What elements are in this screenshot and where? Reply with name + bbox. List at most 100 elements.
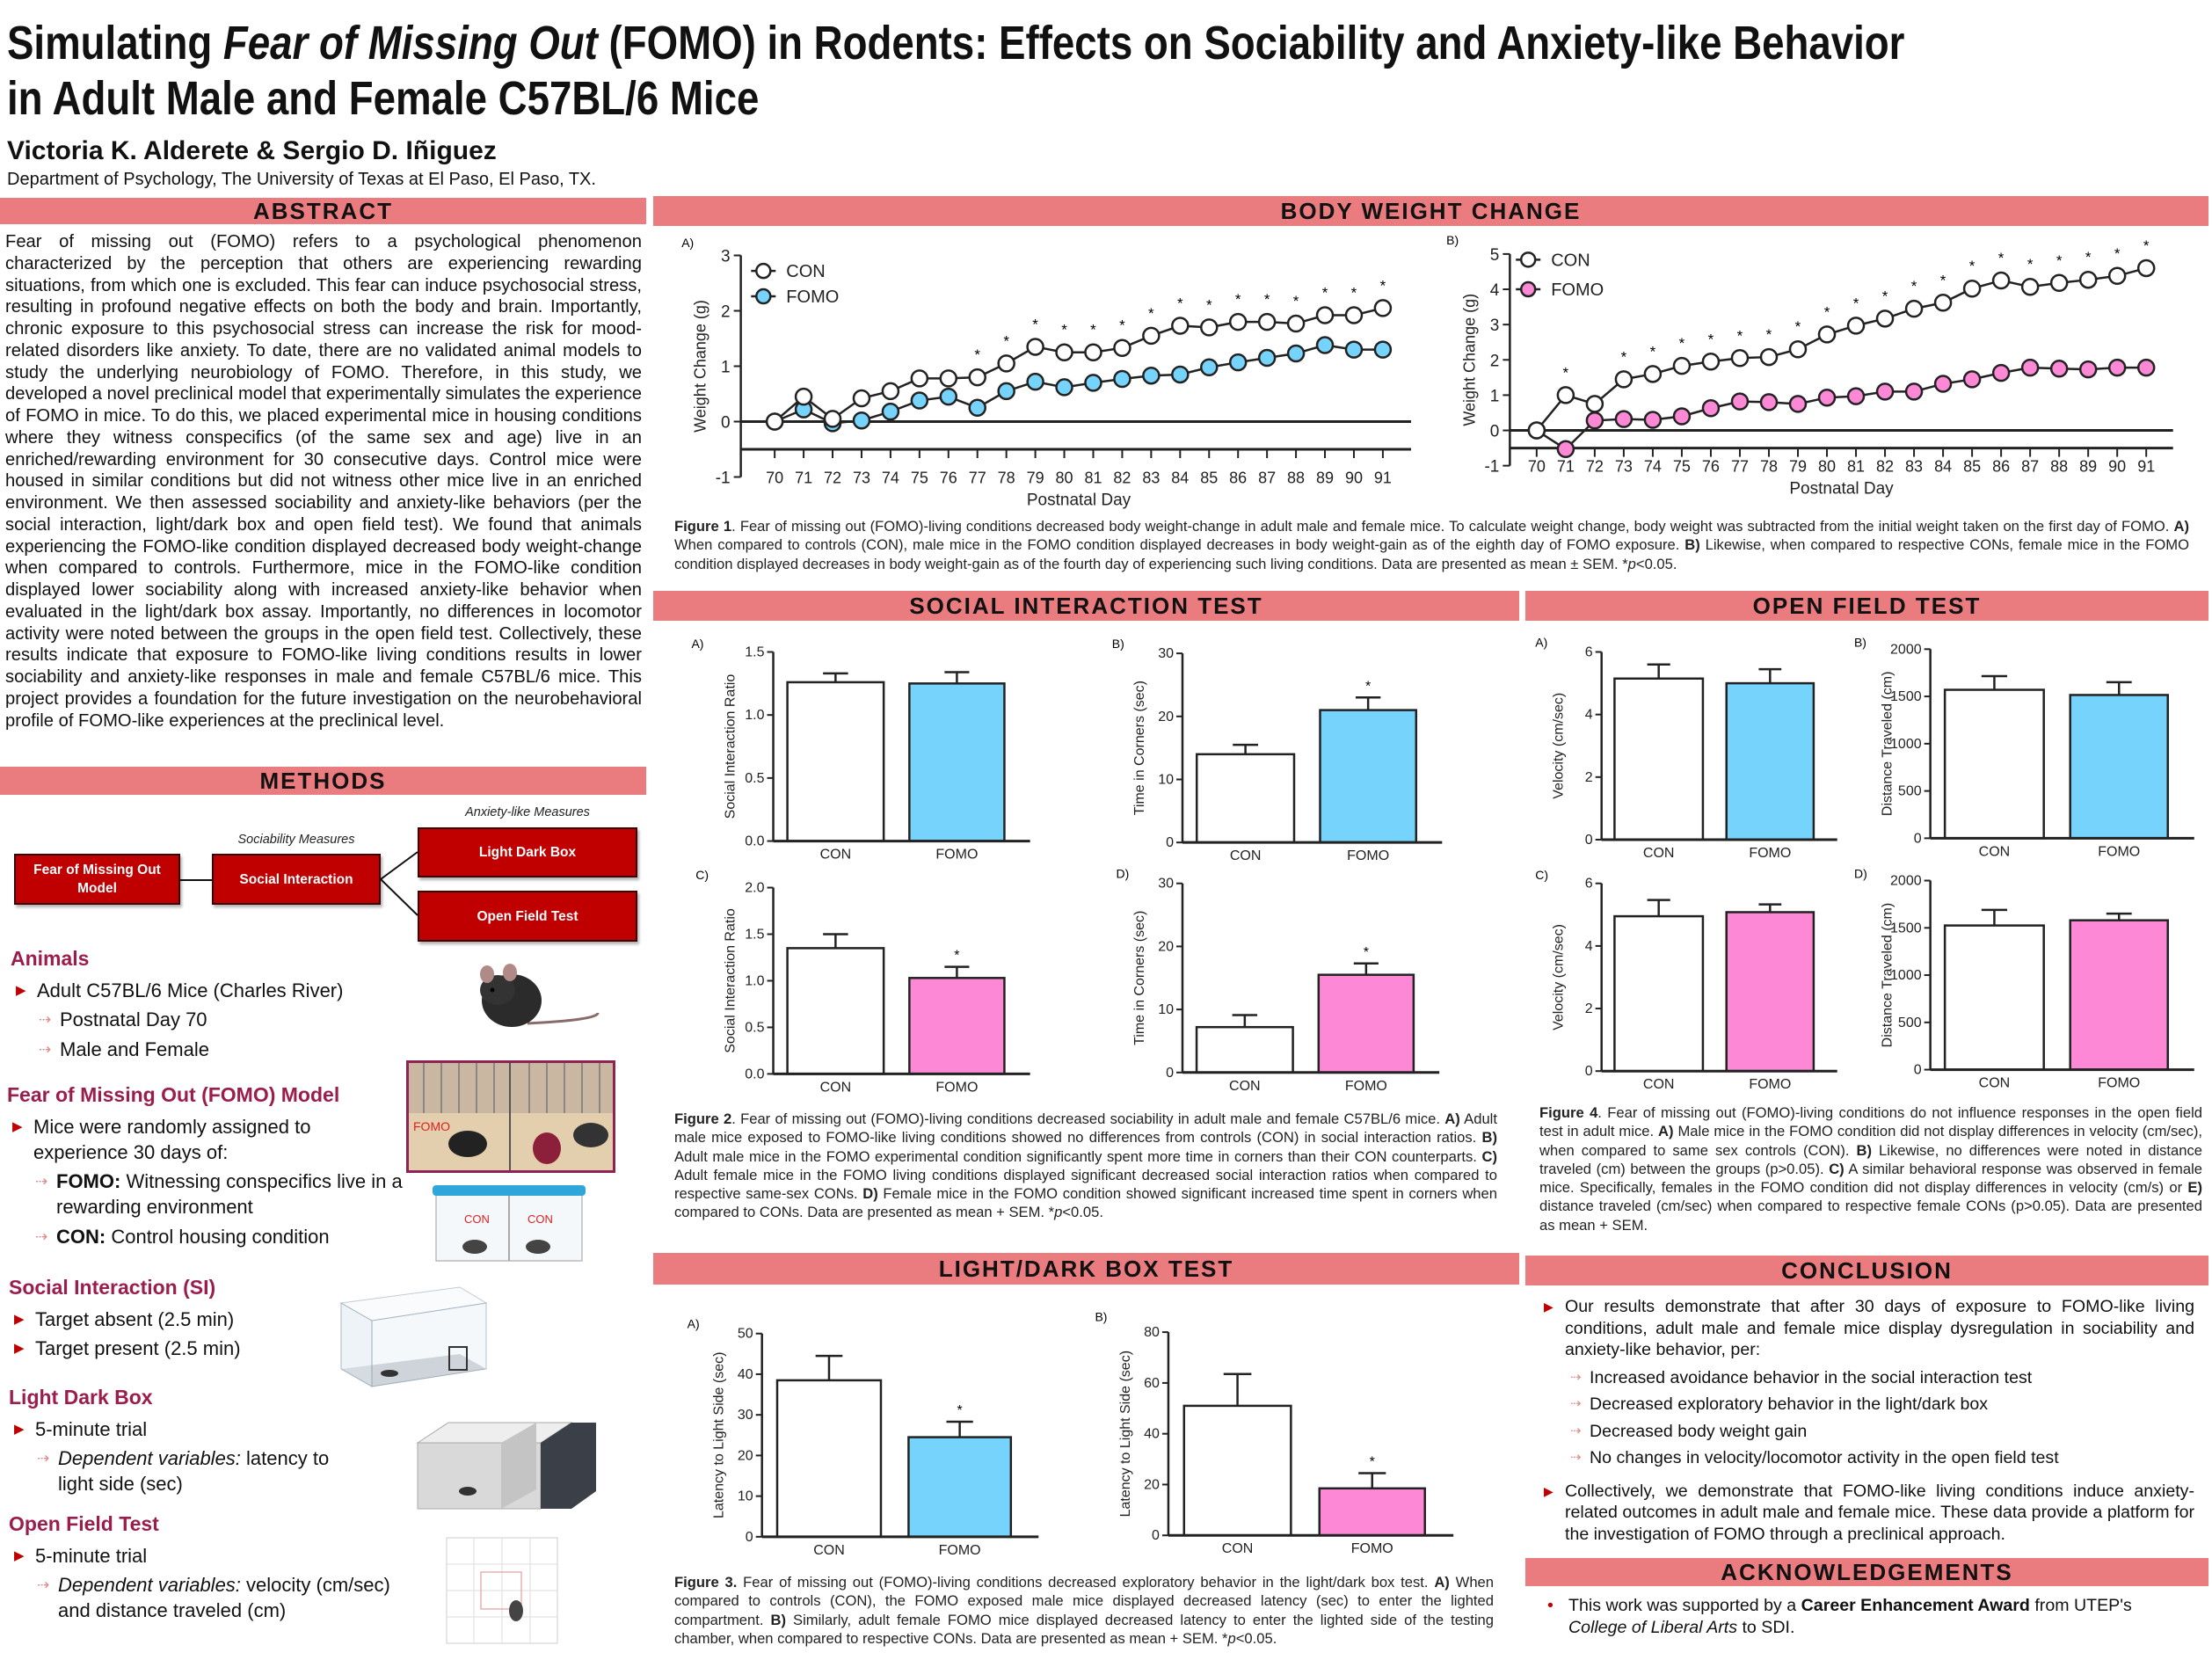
sociability-measures-label: Sociability Measures (237, 833, 355, 847)
fomo-model-heading: Fear of Missing Out (FOMO) Model (7, 1083, 340, 1106)
x-category-label: CON (1979, 844, 2011, 859)
sub-item-text: Postnatal Day 70 (60, 1008, 207, 1030)
data-point (1962, 370, 1982, 389)
y-tick-label: 40 (1144, 1427, 1160, 1442)
x-tick-label: 90 (2108, 458, 2126, 476)
y-tick-label: 0 (1490, 423, 1500, 441)
text-run: Adult male mice exposed to FOMO-like liv… (674, 1110, 1497, 1147)
x-tick-label: 75 (1673, 458, 1691, 476)
text-run: <0.05. (1062, 1204, 1103, 1221)
bar-con (786, 681, 885, 842)
x-tick-label: 81 (1847, 458, 1865, 476)
bar-fomo (1725, 911, 1815, 1073)
data-point (1701, 353, 1721, 371)
text-run: CON: (56, 1225, 106, 1248)
bullet-icon: ▶ (14, 1341, 25, 1356)
data-point (968, 368, 986, 387)
legend-marker (1519, 251, 1537, 268)
y-tick-label: 20 (738, 1448, 753, 1463)
y-tick-label: 4 (1585, 708, 1593, 723)
y-tick-label: 0.5 (745, 1020, 764, 1035)
list-item-text: Mice were randomly assigned to experienc… (33, 1115, 311, 1163)
x-tick-label: 82 (1113, 469, 1131, 486)
dotted-arrow-icon: ⇢ (39, 1011, 52, 1028)
data-point (881, 402, 900, 421)
text-run: B) (1856, 1141, 1873, 1159)
x-tick-label: 81 (1084, 469, 1102, 486)
bullet-icon: ▶ (14, 1547, 25, 1563)
significance-asterisk: * (1364, 945, 1369, 960)
y-tick-label: 3 (1490, 317, 1500, 335)
text-run: Control housing condition (106, 1225, 330, 1248)
text-run: Figure 3. (674, 1574, 738, 1591)
panel-label: A) (688, 1316, 700, 1330)
panel-label: D) (1854, 866, 1867, 880)
bar-fomo (908, 682, 1006, 842)
text-run: Figure 4 (1539, 1104, 1598, 1121)
x-tick-label: 76 (1702, 458, 1720, 476)
conclusion-sub-text: Increased avoidance behavior in the soci… (1590, 1367, 2033, 1387)
y-tick-label: 0.0 (745, 834, 764, 849)
significance-asterisk: * (1708, 331, 1714, 347)
x-tick-label: 84 (1934, 458, 1952, 476)
bar-fomo (1317, 973, 1415, 1074)
x-category-label: CON (1643, 846, 1675, 861)
x-tick-label: 76 (940, 469, 957, 486)
y-tick-label: 1500 (1890, 689, 1922, 704)
y-tick-label: 1.5 (745, 928, 764, 943)
data-point (1527, 421, 1546, 440)
y-tick-label: 4 (1585, 939, 1593, 954)
x-category-label: FOMO (1351, 1541, 1393, 1556)
data-point (1962, 279, 1982, 298)
y-tick-label: 2.0 (745, 881, 764, 896)
significance-asterisk: * (1911, 278, 1917, 295)
data-point (910, 391, 929, 410)
bar-fomo (2069, 694, 2170, 840)
sub-item-text: CON: Control housing condition (56, 1226, 330, 1248)
y-tick-label: 20 (1158, 710, 1174, 724)
text-run: When compared to controls (CON), the FOM… (674, 1574, 1495, 1628)
data-point (1614, 370, 1634, 389)
y-tick-label: 2 (1585, 1001, 1593, 1016)
data-point (1228, 312, 1248, 331)
x-tick-label: 88 (2050, 458, 2068, 476)
dotted-arrow-icon: ⇢ (1570, 1450, 1582, 1466)
significance-asterisk: * (1650, 343, 1656, 360)
text-run: Figure 2 (674, 1110, 732, 1127)
data-point (2136, 258, 2156, 278)
significance-asterisk: * (1370, 1454, 1375, 1469)
x-tick-label: 78 (1760, 458, 1778, 476)
legend-label: FOMO (1551, 280, 1604, 300)
conclusion-header: CONCLUSION (1525, 1256, 2208, 1285)
y-tick-label: 0 (1914, 1063, 1922, 1078)
animals-block: Animals ▶ Adult C57BL/6 Mice (Charles Riv… (11, 943, 406, 1062)
list-item: ▶ Target absent (2.5 min) (9, 1307, 404, 1332)
title-line-2: in Adult Male and Female C57BL/6 Mice (7, 72, 760, 125)
text-run: Witnessing conspecifics live in a reward… (56, 1170, 403, 1218)
data-point (939, 387, 958, 406)
data-point (1904, 299, 1924, 318)
series-con (1527, 258, 2156, 440)
significance-asterisk: * (1119, 317, 1125, 334)
text-run: Adult male mice in the FOMO experimental… (674, 1147, 1482, 1165)
significance-asterisk: * (1177, 295, 1183, 312)
data-point (968, 398, 986, 417)
significance-asterisk: * (974, 346, 980, 363)
y-axis-title: Time in Corners (sec) (1132, 681, 1147, 815)
y-tick-label: 0 (1914, 831, 1922, 846)
data-point (1643, 365, 1663, 383)
x-tick-label: 91 (2137, 458, 2155, 476)
x-category-label: CON (1230, 848, 1262, 863)
data-point (823, 410, 842, 428)
chart-si_a: A) 0.0 0.5 1.0 1.5 Social Interaction Ratio CO… (691, 637, 1030, 863)
conclusion-point-text: Collectively, we demonstrate that FOMO-l… (1565, 1481, 2194, 1544)
series-line (774, 344, 1383, 425)
significance-asterisk: * (1621, 348, 1627, 365)
cage-label-con-left: CON (464, 1212, 490, 1226)
text-run: distance traveled (cm/sec) when compared… (1539, 1198, 2202, 1234)
panel-label: C) (1535, 868, 1548, 882)
anxiety-measures-label: Anxiety-like Measures (465, 805, 590, 819)
authors: Victoria K. Alderete & Sergio D. Iñiguez (7, 136, 497, 165)
data-point (1556, 386, 1575, 404)
y-tick-label: 0 (1585, 1064, 1593, 1079)
